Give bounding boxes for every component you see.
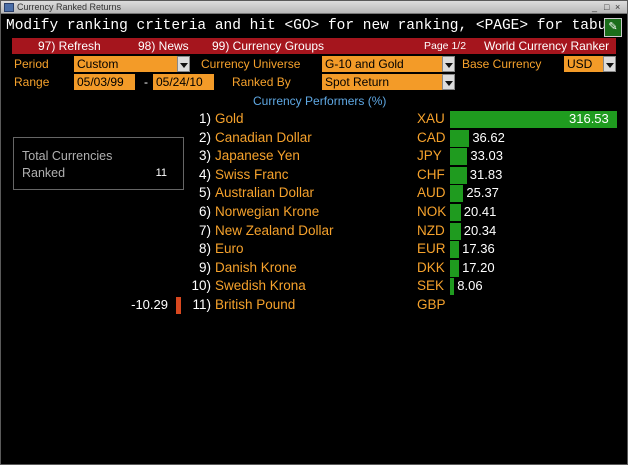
universe-label: Currency Universe (201, 57, 301, 71)
total-label-line2: Ranked (22, 166, 66, 180)
bar-xau (450, 111, 617, 128)
total-label-line1: Total Currencies (22, 149, 113, 163)
rank-number: 10) (191, 278, 211, 294)
base-currency-dropdown-icon[interactable] (603, 56, 616, 72)
period-select[interactable]: Custom (74, 56, 177, 72)
window-titlebar[interactable]: Currency Ranked Returns _ □ × (1, 1, 627, 14)
bar-nok (450, 204, 461, 221)
bar-value-label: -10.29 (131, 297, 168, 312)
bar-dkk (450, 259, 460, 277)
currency-name[interactable]: Canadian Dollar (215, 129, 312, 145)
command-line[interactable]: Modify ranking criteria and hit <GO> for… (6, 16, 604, 36)
period-label: Period (14, 57, 49, 71)
total-value: 11 (155, 167, 167, 179)
bar-value-label: 20.34 (463, 222, 497, 238)
currency-code: NZD (417, 222, 445, 238)
app-name: World Currency Ranker (484, 39, 610, 53)
currency-name[interactable]: Japanese Yen (215, 148, 300, 164)
currency-code: AUD (417, 185, 446, 201)
ranked-by-select[interactable]: Spot Return (322, 74, 442, 90)
currency-code: XAU (417, 111, 445, 126)
ranked-by-label: Ranked By (232, 75, 291, 89)
bar-eur (450, 241, 460, 259)
window-title: Currency Ranked Returns (17, 2, 122, 12)
export-icon[interactable]: ✎ (604, 18, 622, 37)
period-dropdown-icon[interactable] (177, 56, 190, 72)
base-currency-label: Base Currency (462, 57, 542, 71)
currency-name[interactable]: Australian Dollar (215, 185, 315, 201)
rank-number: 5) (198, 185, 211, 201)
currency-code: JPY (417, 148, 442, 164)
currency-code: NOK (417, 204, 447, 219)
currency-code: SEK (417, 278, 445, 294)
range-label: Range (14, 75, 50, 89)
news-button[interactable]: 98) News (138, 39, 189, 53)
currency-code: DKK (417, 259, 445, 275)
currency-name[interactable]: Norwegian Krone (215, 204, 320, 219)
currency-name[interactable]: Swedish Krona (215, 278, 306, 294)
bar-nzd (450, 222, 461, 240)
bar-value-label: 8.06 (457, 278, 483, 294)
rank-number: 1) (198, 111, 211, 126)
range-separator: - (144, 75, 148, 89)
bar-value-label: 316.53 (569, 111, 609, 126)
close-button[interactable]: × (615, 2, 621, 12)
section-title: Currency Performers (%) (253, 94, 387, 108)
rank-number: 7) (198, 222, 211, 238)
rank-number: 2) (198, 129, 211, 145)
rank-number: 3) (198, 148, 211, 164)
bar-gbp (176, 297, 181, 314)
bar-aud (450, 185, 464, 203)
rank-number: 9) (198, 259, 211, 275)
rank-number: 8) (198, 241, 211, 257)
universe-select[interactable]: G-10 and Gold (322, 56, 442, 72)
bar-value-label: 36.62 (472, 129, 505, 145)
bar-value-label: 31.83 (469, 166, 503, 182)
bar-chf (450, 166, 467, 184)
rank-number: 4) (198, 166, 211, 182)
range-end-field[interactable]: 05/24/10 (153, 74, 214, 90)
bar-value-label: 17.36 (462, 241, 495, 257)
currency-code: EUR (417, 241, 446, 257)
base-currency-select[interactable]: USD (564, 56, 603, 72)
page-indicator: Page 1/2 (424, 40, 467, 52)
currency-name[interactable]: New Zealand Dollar (215, 222, 334, 238)
currency-name[interactable]: Swiss Franc (215, 166, 289, 182)
currency-code: CHF (417, 166, 445, 182)
currency-code: GBP (417, 297, 446, 312)
currency-groups-button[interactable]: 99) Currency Groups (212, 39, 325, 53)
currency-name[interactable]: British Pound (215, 297, 296, 312)
bar-value-label: 17.20 (462, 259, 495, 275)
refresh-button[interactable]: 97) Refresh (38, 39, 101, 53)
rank-number: 6) (198, 204, 211, 219)
bar-value-label: 33.03 (470, 148, 503, 164)
bar-value-label: 25.37 (466, 185, 499, 201)
ranked-by-dropdown-icon[interactable] (442, 74, 455, 90)
maximize-button[interactable]: □ (604, 2, 610, 12)
bottom-border (1, 460, 627, 464)
currency-code: CAD (417, 129, 446, 145)
rank-number: 11) (192, 297, 211, 312)
total-currencies-box: Total Currencies Ranked 11 (13, 137, 184, 190)
universe-dropdown-icon[interactable] (442, 56, 455, 72)
currency-name[interactable]: Euro (215, 241, 244, 257)
bar-cad (450, 129, 470, 147)
bar-value-label: 20.41 (463, 204, 497, 219)
bar-jpy (450, 148, 468, 166)
minimize-button[interactable]: _ (592, 2, 598, 12)
range-start-field[interactable]: 05/03/99 (74, 74, 135, 90)
menu-bar: 97) Refresh 98) News 99) Currency Groups… (12, 38, 616, 54)
app-icon (4, 3, 14, 12)
bar-sek (450, 278, 455, 296)
currency-name[interactable]: Danish Krone (215, 259, 297, 275)
currency-name[interactable]: Gold (215, 111, 244, 126)
